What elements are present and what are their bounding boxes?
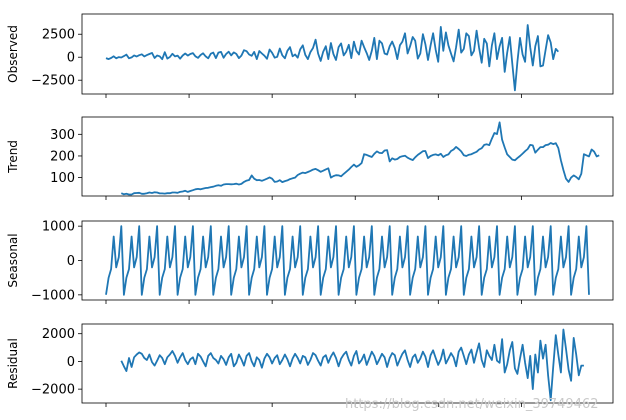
seasonal-axis-label: Seasonal [6, 233, 20, 287]
seasonal-series-line [105, 225, 590, 296]
y-tick-label: 200 [50, 149, 75, 164]
panel-residual: −2000 0 2000 Residual [6, 323, 614, 407]
y-tick-label: 0 [67, 254, 75, 269]
trend-series-line [120, 121, 600, 196]
y-tick-label: 2500 [42, 28, 75, 43]
y-tick-label: −1000 [31, 288, 75, 303]
y-tick-label: −2000 [31, 383, 75, 398]
residual-axes-frame [81, 323, 614, 404]
y-tick-label: −2500 [31, 74, 75, 89]
y-tick-label: 100 [50, 171, 75, 186]
panel-seasonal: −1000 0 1000 Seasonal [6, 220, 614, 304]
y-tick-label: 0 [67, 355, 75, 370]
residual-axis-label: Residual [6, 338, 20, 389]
y-tick-label: 300 [50, 128, 75, 143]
watermark-text: https://blog.csdn.net/weixin_39749462 [345, 397, 599, 412]
observed-series-line [105, 24, 559, 92]
trend-axes-frame [81, 116, 614, 197]
residual-series-line [120, 328, 584, 402]
panel-observed: −2500 0 2500 Observed [6, 13, 614, 98]
trend-axis-label: Trend [6, 140, 20, 174]
y-tick-label: 1000 [42, 220, 75, 235]
panel-trend: 100 200 300 Trend [6, 116, 614, 200]
y-tick-label: 2000 [42, 327, 75, 342]
observed-axes-frame [81, 13, 614, 95]
observed-axis-label: Observed [6, 25, 20, 83]
y-tick-label: 0 [67, 51, 75, 66]
